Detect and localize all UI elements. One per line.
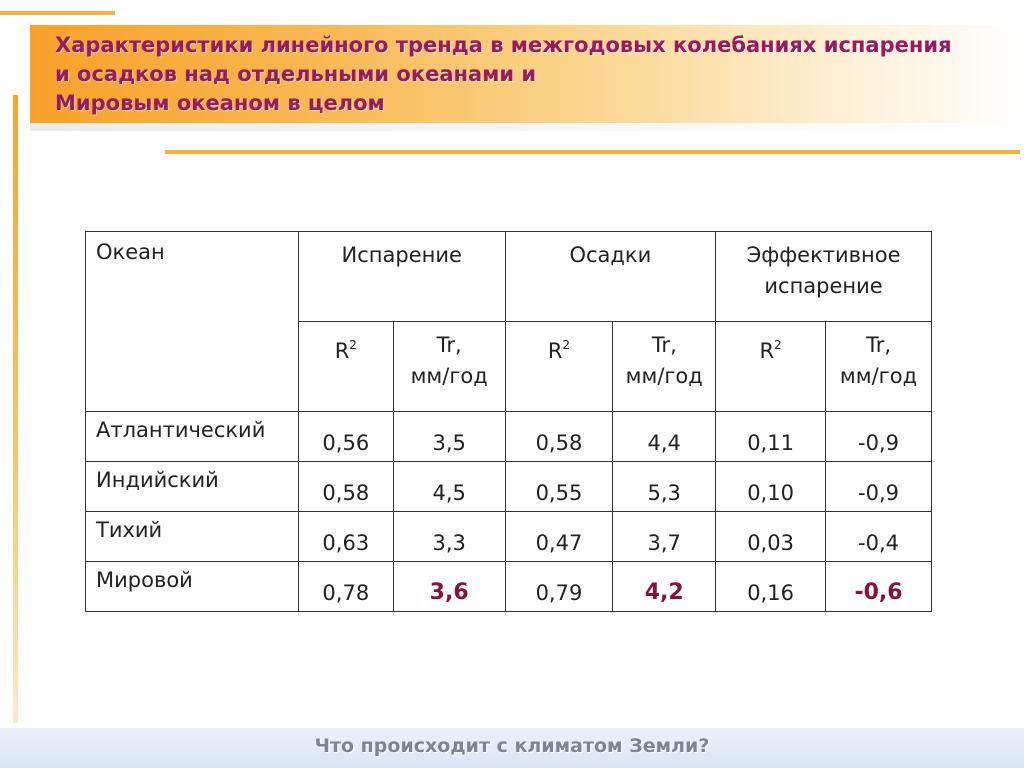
table-cell: 0,58 bbox=[504, 411, 614, 462]
table-row-atlantic: Атлантический 0,56 3,5 0,58 4,4 0,11 -0,… bbox=[85, 411, 932, 462]
table-cell: 0,56 bbox=[297, 411, 394, 462]
divider-rule bbox=[165, 150, 1020, 154]
table-cell: 5,3 bbox=[612, 461, 717, 512]
table-cell: 0,03 bbox=[715, 511, 827, 562]
table-cell: 0,47 bbox=[504, 511, 614, 562]
header-evaporation: Испарение bbox=[297, 231, 506, 322]
header-ocean: Океан bbox=[85, 231, 299, 412]
slide-title: Характеристики линейного тренда в межгод… bbox=[55, 31, 1005, 118]
table-subheader-row: R2 Tr, мм/год R2 Tr, мм/год R2 Tr, мм/год bbox=[86, 321, 932, 412]
table-cell: 3,5 bbox=[392, 411, 506, 462]
header-effective-evaporation-label: Эффективное испарение bbox=[746, 243, 901, 298]
row-name: Мировой bbox=[85, 561, 299, 612]
subheader-tr: Tr, мм/год bbox=[612, 321, 717, 412]
row-name: Индийский bbox=[85, 461, 299, 512]
header-effective-evaporation: Эффективное испарение bbox=[715, 231, 932, 322]
table-cell: 3,3 bbox=[392, 511, 506, 562]
table-cell: 0,11 bbox=[715, 411, 827, 462]
table-header-row: Океан Испарение Осадки Эффективное испар… bbox=[85, 231, 932, 412]
row-name: Атлантический bbox=[85, 411, 299, 462]
top-accent-rule bbox=[0, 11, 115, 15]
title-band-shadow bbox=[30, 123, 1024, 131]
table-cell-highlight: 4,2 bbox=[612, 561, 717, 612]
subheader-r2: R2 bbox=[504, 321, 614, 412]
table-row-pacific: Тихий 0,63 3,3 0,47 3,7 0,03 -0,4 bbox=[85, 511, 932, 562]
table-cell-highlight: 3,6 bbox=[392, 561, 506, 612]
header-precipitation: Осадки bbox=[504, 231, 717, 322]
table-cell: 3,7 bbox=[612, 511, 717, 562]
subheader-r2: R2 bbox=[715, 321, 827, 412]
footer-caption: Что происходит с климатом Земли? bbox=[314, 735, 710, 757]
subheader-tr: Tr, мм/год bbox=[825, 321, 932, 412]
table-cell: -0,9 bbox=[825, 411, 932, 462]
table-cell: 0,79 bbox=[504, 561, 614, 612]
table-cell-highlight: -0,6 bbox=[825, 561, 932, 612]
table-cell: -0,4 bbox=[825, 511, 932, 562]
table-cell: 4,4 bbox=[612, 411, 717, 462]
table-cell: 0,78 bbox=[297, 561, 394, 612]
table-row-world: Мировой 0,78 3,6 0,79 4,2 0,16 -0,6 bbox=[85, 561, 932, 612]
table-cell: 0,16 bbox=[715, 561, 827, 612]
slide-title-line-1: Характеристики линейного тренда в межгод… bbox=[55, 33, 952, 57]
table-row-indian: Индийский 0,58 4,5 0,55 5,3 0,10 -0,9 bbox=[85, 461, 932, 512]
table-cell: -0,9 bbox=[825, 461, 932, 512]
row-name: Тихий bbox=[85, 511, 299, 562]
left-accent-rule bbox=[13, 95, 18, 723]
slide-title-line-3: Мировым океаном в целом bbox=[55, 91, 385, 115]
title-band bbox=[30, 25, 1024, 123]
table-cell: 4,5 bbox=[392, 461, 506, 512]
table-cell: 0,10 bbox=[715, 461, 827, 512]
subheader-r2: R2 bbox=[297, 321, 394, 412]
table-cell: 0,55 bbox=[504, 461, 614, 512]
subheader-tr: Tr, мм/год bbox=[392, 321, 506, 412]
table-cell: 0,63 bbox=[297, 511, 394, 562]
trend-table: Океан Испарение Осадки Эффективное испар… bbox=[85, 231, 932, 612]
footer-bar bbox=[0, 728, 1024, 768]
table-cell: 0,58 bbox=[297, 461, 394, 512]
slide-title-line-2: и осадков над отдельными океанами и bbox=[55, 62, 537, 86]
